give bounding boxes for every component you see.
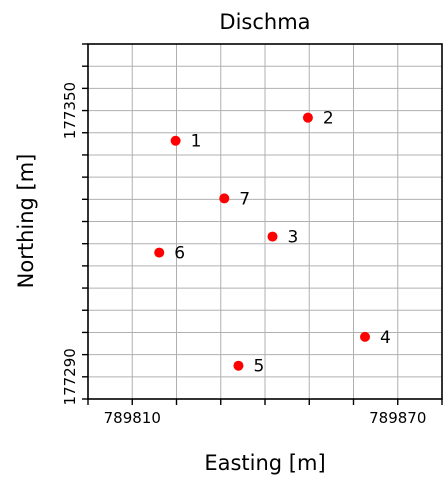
data-point xyxy=(170,135,181,146)
data-point xyxy=(360,331,371,342)
data-points: 1 2 3 4 5 6 7 xyxy=(154,109,391,377)
data-point xyxy=(154,247,165,258)
data-point xyxy=(302,112,313,123)
x-axis-label: Easting [m] xyxy=(204,451,325,475)
y-tick-label: 177350 xyxy=(61,82,79,139)
point-label: 4 xyxy=(380,328,391,348)
data-point xyxy=(219,193,230,204)
point-label: 7 xyxy=(239,189,250,209)
point-label: 3 xyxy=(288,228,299,248)
chart-title: Dischma xyxy=(219,10,310,34)
point-label: 2 xyxy=(323,109,334,129)
point-label: 1 xyxy=(191,132,202,152)
point-label: 6 xyxy=(174,244,185,264)
axis-tick-labels: 789810 789870 177290 177350 xyxy=(61,82,426,427)
y-tick-label: 177290 xyxy=(61,348,79,405)
axis-ticks xyxy=(82,43,443,405)
y-axis-label: Northing [m] xyxy=(14,154,38,289)
data-point xyxy=(267,231,278,242)
x-tick-label: 789810 xyxy=(104,409,161,427)
x-tick-label: 789870 xyxy=(369,409,426,427)
point-label: 5 xyxy=(253,357,264,377)
data-point xyxy=(233,360,244,371)
grid xyxy=(87,43,443,400)
